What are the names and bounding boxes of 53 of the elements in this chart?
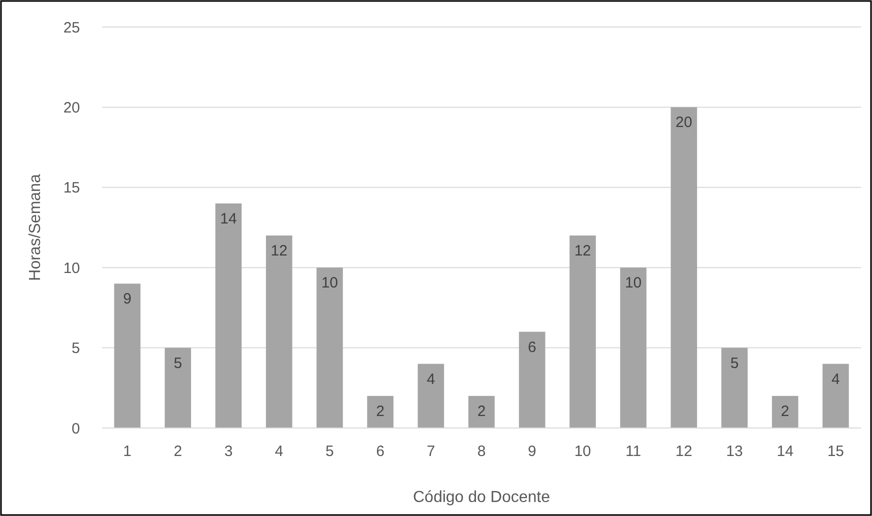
data-label: 20 bbox=[676, 114, 692, 132]
y-tick-label: 20 bbox=[63, 99, 80, 116]
bar bbox=[468, 396, 495, 428]
x-tick-label: 7 bbox=[426, 443, 436, 460]
data-label: 5 bbox=[730, 354, 739, 372]
bar bbox=[620, 268, 646, 428]
x-tick-label: 1 bbox=[123, 443, 132, 460]
bar bbox=[367, 396, 394, 428]
bar bbox=[822, 364, 849, 428]
bar bbox=[772, 396, 798, 428]
x-tick-label: 10 bbox=[574, 443, 592, 460]
y-tick-label: 15 bbox=[63, 180, 80, 197]
data-label: 2 bbox=[376, 402, 384, 420]
bar bbox=[215, 203, 242, 428]
bar bbox=[114, 284, 140, 428]
x-tick-label: 8 bbox=[477, 443, 486, 460]
y-axis-title: Horas/Semana bbox=[27, 174, 44, 281]
x-tick-label: 13 bbox=[726, 443, 743, 460]
data-label: 5 bbox=[174, 354, 182, 372]
x-tick-label: 3 bbox=[224, 443, 233, 460]
bar bbox=[164, 348, 192, 428]
y-tick-label: 0 bbox=[72, 420, 80, 438]
bar bbox=[670, 107, 698, 428]
x-tick-label: 12 bbox=[676, 443, 692, 460]
y-tick-label: 10 bbox=[63, 260, 80, 277]
bar bbox=[518, 332, 546, 428]
x-axis-title: Código do Docente bbox=[413, 489, 550, 506]
x-tick-label: 4 bbox=[274, 443, 284, 460]
y-tick-label: 25 bbox=[63, 19, 80, 36]
x-tick-label: 5 bbox=[326, 443, 334, 460]
x-tick-label: 2 bbox=[174, 443, 182, 460]
x-tick-label: 9 bbox=[528, 443, 536, 460]
data-label: 4 bbox=[426, 370, 436, 388]
x-tick-label: 15 bbox=[827, 443, 844, 460]
bar bbox=[316, 268, 343, 428]
bar bbox=[721, 348, 748, 428]
data-label: 14 bbox=[220, 210, 237, 228]
bar bbox=[266, 236, 292, 428]
data-label: 4 bbox=[832, 370, 840, 388]
x-tick-label: 6 bbox=[376, 443, 384, 460]
y-tick-label: 5 bbox=[72, 340, 80, 358]
data-label: 10 bbox=[321, 274, 338, 292]
data-label: 10 bbox=[624, 274, 642, 292]
data-label: 2 bbox=[477, 402, 486, 420]
x-tick-label: 11 bbox=[626, 443, 642, 460]
bar bbox=[418, 364, 444, 428]
data-label: 12 bbox=[270, 242, 288, 260]
x-tick-label: 14 bbox=[776, 443, 794, 460]
data-label: 12 bbox=[574, 242, 592, 260]
bar bbox=[570, 236, 596, 428]
data-label: 2 bbox=[780, 402, 790, 420]
data-label: 9 bbox=[123, 290, 132, 308]
data-label: 6 bbox=[528, 338, 536, 356]
